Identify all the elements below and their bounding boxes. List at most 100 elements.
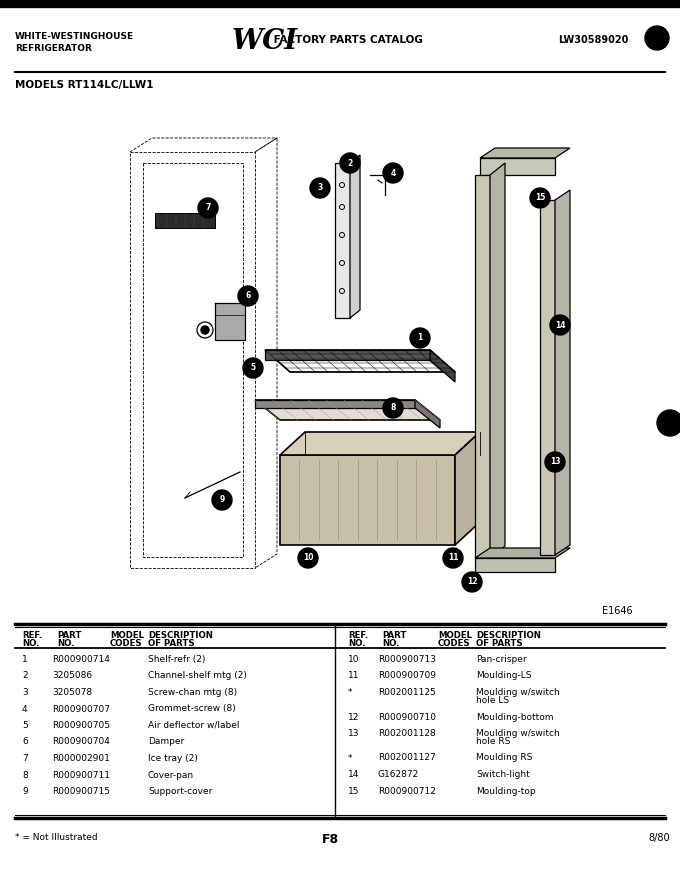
Circle shape — [410, 328, 430, 348]
Text: 12: 12 — [466, 578, 477, 587]
Circle shape — [198, 198, 218, 218]
Polygon shape — [255, 400, 440, 420]
Text: REFRIGERATOR: REFRIGERATOR — [15, 44, 92, 53]
Text: 15: 15 — [348, 787, 360, 796]
Circle shape — [645, 26, 669, 50]
Text: R000900707: R000900707 — [52, 705, 110, 714]
Text: 14: 14 — [348, 770, 359, 779]
Polygon shape — [280, 432, 480, 455]
Text: CODES: CODES — [438, 639, 471, 648]
Text: 3205078: 3205078 — [52, 688, 92, 697]
Text: *: * — [348, 753, 352, 763]
Text: REF.: REF. — [22, 631, 42, 640]
Text: 13: 13 — [549, 458, 560, 467]
Polygon shape — [455, 432, 480, 545]
Text: 8: 8 — [22, 771, 28, 780]
Polygon shape — [255, 400, 415, 408]
Text: Shelf-refr (2): Shelf-refr (2) — [148, 655, 205, 664]
Text: 2: 2 — [347, 159, 353, 168]
Text: 4: 4 — [390, 168, 396, 177]
Text: 15: 15 — [534, 193, 545, 203]
Text: 1: 1 — [418, 333, 423, 342]
Text: F8: F8 — [322, 833, 339, 846]
Text: R000900704: R000900704 — [52, 737, 110, 746]
Polygon shape — [215, 303, 245, 340]
Text: 7: 7 — [22, 754, 28, 763]
Text: 9: 9 — [220, 496, 224, 505]
Circle shape — [298, 548, 318, 568]
Text: Damper: Damper — [148, 737, 184, 746]
Text: Pan-crisper: Pan-crisper — [476, 655, 526, 664]
Circle shape — [550, 315, 570, 335]
Circle shape — [383, 163, 403, 183]
Text: G162872: G162872 — [378, 770, 420, 779]
Text: Moulding-bottom: Moulding-bottom — [476, 713, 554, 721]
Text: 11: 11 — [348, 671, 360, 681]
Circle shape — [530, 188, 550, 208]
Circle shape — [310, 178, 330, 198]
Text: R000900711: R000900711 — [52, 771, 110, 780]
Text: WCI: WCI — [232, 28, 299, 55]
Text: OF PARTS: OF PARTS — [476, 639, 523, 648]
Text: 9: 9 — [22, 787, 28, 796]
Polygon shape — [490, 163, 505, 558]
Text: 5: 5 — [250, 363, 256, 372]
Text: hole RS: hole RS — [476, 737, 511, 746]
Text: DESCRIPTION: DESCRIPTION — [148, 631, 213, 640]
Circle shape — [443, 548, 463, 568]
Polygon shape — [540, 200, 555, 555]
Text: OF PARTS: OF PARTS — [148, 639, 194, 648]
Circle shape — [201, 326, 209, 334]
Text: E1646: E1646 — [602, 606, 632, 616]
Text: 3: 3 — [22, 688, 28, 697]
Text: hole LS: hole LS — [476, 696, 509, 705]
Text: Moulding w/switch: Moulding w/switch — [476, 729, 560, 738]
Text: 8: 8 — [390, 403, 396, 413]
Circle shape — [340, 153, 360, 173]
Text: 8/80: 8/80 — [648, 833, 670, 843]
Text: 12: 12 — [348, 713, 359, 721]
Text: 1: 1 — [22, 655, 28, 664]
Text: R000900713: R000900713 — [378, 655, 436, 664]
Polygon shape — [475, 548, 570, 558]
Text: 4: 4 — [22, 705, 28, 714]
Text: R002001128: R002001128 — [378, 729, 436, 738]
Polygon shape — [155, 213, 215, 228]
Text: R000900709: R000900709 — [378, 671, 436, 681]
Text: NO.: NO. — [57, 639, 75, 648]
Text: 5: 5 — [22, 721, 28, 730]
Polygon shape — [280, 455, 455, 545]
Text: Moulding w/switch: Moulding w/switch — [476, 688, 560, 697]
Text: 13: 13 — [348, 729, 360, 738]
Text: R000900714: R000900714 — [52, 655, 110, 664]
Text: 14: 14 — [555, 320, 565, 330]
Text: * = Not Illustrated: * = Not Illustrated — [15, 833, 98, 842]
Text: NO.: NO. — [348, 639, 366, 648]
Circle shape — [657, 410, 680, 436]
Text: *: * — [348, 688, 352, 697]
Polygon shape — [430, 350, 455, 382]
Text: MODELS RT114LC/LLW1: MODELS RT114LC/LLW1 — [15, 80, 154, 90]
Circle shape — [197, 322, 213, 338]
Text: 11: 11 — [447, 554, 458, 563]
Circle shape — [545, 452, 565, 472]
Text: R002001127: R002001127 — [378, 753, 436, 763]
Polygon shape — [415, 400, 440, 428]
Text: DESCRIPTION: DESCRIPTION — [476, 631, 541, 640]
Text: R002001125: R002001125 — [378, 688, 436, 697]
Text: CODES: CODES — [110, 639, 143, 648]
Polygon shape — [265, 350, 455, 372]
Text: Air deflector w/label: Air deflector w/label — [148, 721, 239, 730]
Text: R000002901: R000002901 — [52, 754, 110, 763]
Circle shape — [238, 286, 258, 306]
Text: FACTORY PARTS CATALOG: FACTORY PARTS CATALOG — [270, 35, 423, 45]
Text: Screw-chan mtg (8): Screw-chan mtg (8) — [148, 688, 237, 697]
Text: NO.: NO. — [382, 639, 400, 648]
Polygon shape — [335, 163, 350, 318]
Text: Switch-light: Switch-light — [476, 770, 530, 779]
Text: 6: 6 — [22, 737, 28, 746]
Text: PART: PART — [382, 631, 407, 640]
Text: R000900710: R000900710 — [378, 713, 436, 721]
Polygon shape — [475, 558, 555, 572]
Text: PART: PART — [57, 631, 82, 640]
